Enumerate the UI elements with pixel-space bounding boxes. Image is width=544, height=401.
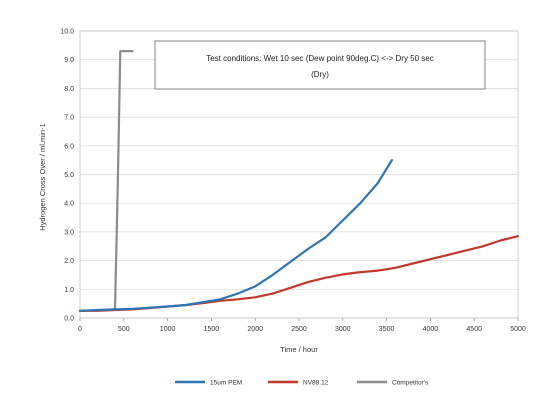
x-tick-label: 3000 — [335, 326, 351, 333]
series-lines — [78, 50, 520, 312]
x-tick-label: 0 — [78, 326, 82, 333]
y-tick-label: 1.0 — [64, 287, 74, 294]
x-tick-label: 1000 — [160, 326, 176, 333]
y-tick-label: 8.0 — [64, 86, 74, 93]
annotation-line-2: (Dry) — [311, 70, 329, 79]
annotation-box — [154, 40, 486, 90]
annotation-line-1: Test conditions: Wet 10 sec (Dew point 9… — [206, 54, 434, 63]
series-line-nv88-12 — [78, 235, 520, 312]
y-tick-label: 6.0 — [64, 143, 74, 150]
x-tick-label: 2000 — [247, 326, 263, 333]
x-tick-label: 1500 — [204, 326, 220, 333]
x-tick-label: 5000 — [510, 326, 526, 333]
axes: 0.0 1.0 2.0 3.0 4.0 5.0 6.0 7.0 8.0 9.0 10.0 0 500 10… — [60, 29, 526, 334]
y-tick-label: 5.0 — [64, 172, 74, 179]
x-tick-label: 4000 — [423, 326, 439, 333]
y-tick-label: 10.0 — [60, 29, 74, 36]
legend-label: Competitor's — [392, 380, 429, 387]
y-tick-label: 3.0 — [64, 229, 74, 236]
y-tick-label: 7.0 — [64, 115, 74, 122]
x-tick-label: 2500 — [291, 326, 307, 333]
y-tick-label: 9.0 — [64, 57, 74, 64]
y-tick-label: 4.0 — [64, 201, 74, 208]
y-axis-title: Hydrogen Cross Over / ml.min-1 — [38, 123, 47, 231]
legend: 15um PEM NV88.12 Competitor's — [175, 380, 429, 387]
y-tick-label: 2.0 — [64, 258, 74, 265]
x-axis-title: Time / hour — [280, 345, 318, 354]
series-line-competitor-s — [78, 50, 134, 312]
series-line-15um-pem — [78, 159, 393, 312]
legend-label: 15um PEM — [210, 380, 242, 387]
legend-label: NV88.12 — [303, 380, 329, 387]
y-tick-label: 0.0 — [64, 316, 74, 323]
x-tick-label: 3500 — [379, 326, 395, 333]
x-tick-label: 500 — [118, 326, 130, 333]
x-tick-label: 4500 — [466, 326, 482, 333]
